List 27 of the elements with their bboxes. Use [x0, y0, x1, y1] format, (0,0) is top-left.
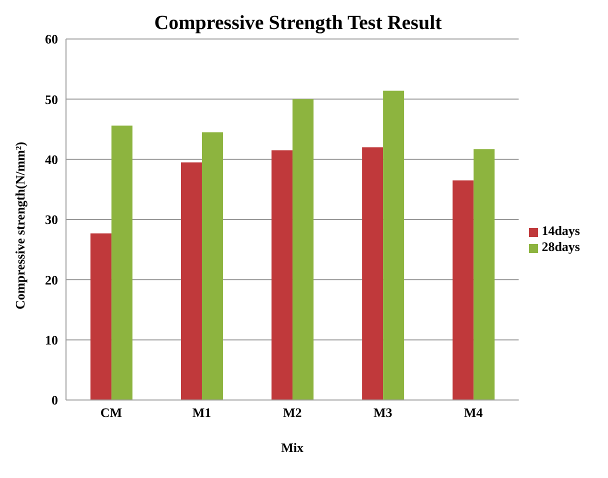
- bar: [362, 147, 384, 400]
- x-axis-title: Mix: [281, 440, 304, 455]
- x-tick-label: M4: [464, 405, 484, 420]
- y-tick-label: 60: [45, 32, 58, 47]
- y-tick-label: 50: [45, 92, 58, 107]
- y-tick-label: 30: [45, 212, 58, 228]
- legend-label: 14days: [542, 223, 580, 238]
- y-axis-title: Compressive strength(N/mm²): [12, 142, 28, 310]
- bar: [202, 132, 223, 400]
- x-tick-label: M3: [374, 405, 393, 420]
- x-tick-label: CM: [100, 405, 122, 420]
- bar: [474, 149, 495, 400]
- bar: [383, 90, 404, 400]
- bar: [90, 233, 112, 400]
- y-tick-label: 20: [45, 272, 58, 288]
- legend-label: 28days: [542, 239, 580, 254]
- bar: [452, 180, 474, 400]
- bar: [292, 99, 314, 400]
- chart-title: Compressive Strength Test Result: [153, 12, 443, 35]
- x-tick-label: M2: [282, 405, 302, 420]
- bar: [272, 150, 293, 400]
- y-tick-label: 0: [52, 392, 58, 408]
- x-tick-label: M1: [192, 405, 212, 420]
- bar: [111, 126, 132, 400]
- y-tick-label: 40: [45, 152, 58, 167]
- bar: [180, 162, 202, 400]
- y-tick-label: 10: [45, 332, 58, 348]
